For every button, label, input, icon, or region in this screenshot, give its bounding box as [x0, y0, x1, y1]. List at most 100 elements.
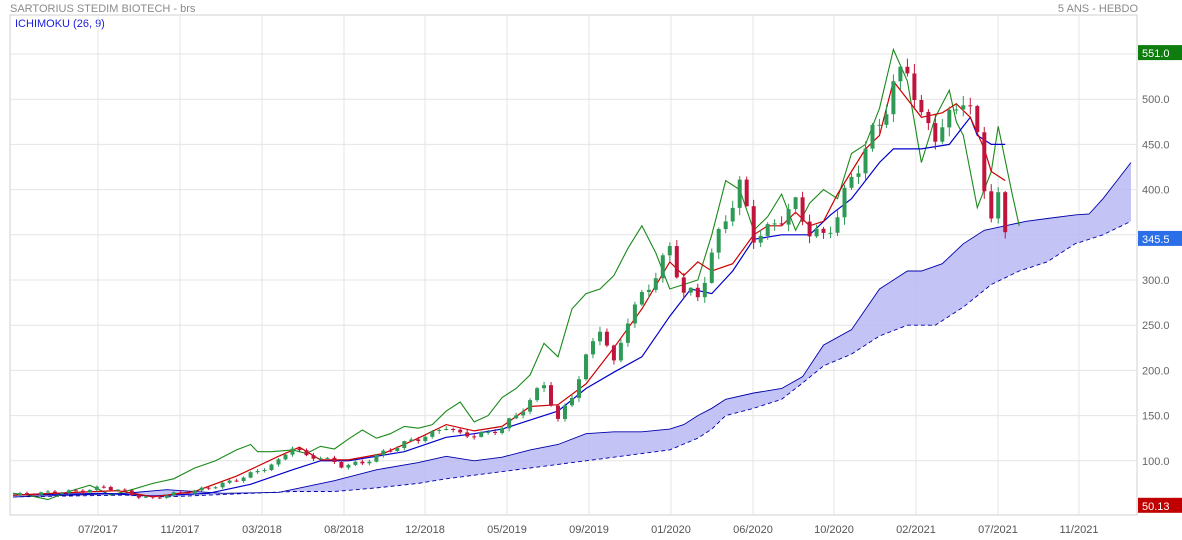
candle-body — [716, 229, 721, 253]
candle-body — [353, 461, 358, 465]
candle-body — [632, 304, 637, 324]
candle-body — [723, 221, 728, 230]
candle-body — [87, 489, 92, 493]
candle-body — [479, 432, 484, 437]
candle-body — [437, 430, 442, 431]
candle-body — [325, 457, 330, 459]
candle-body — [744, 179, 749, 207]
candle-body — [947, 109, 952, 128]
x-tick-label: 11/2017 — [161, 524, 200, 536]
candle-body — [905, 66, 910, 74]
candle-body — [842, 187, 847, 218]
candle-body — [646, 289, 651, 292]
price-tag-last — [1138, 230, 1182, 246]
y-tick-label: 200.0 — [1142, 365, 1170, 377]
x-tick-label: 09/2019 — [569, 524, 609, 536]
candle-body — [199, 487, 204, 491]
candle-body — [18, 493, 22, 496]
price-tag-label: 551.0 — [1142, 48, 1170, 60]
candle-body — [318, 458, 323, 460]
candle-body — [835, 217, 840, 233]
x-tick-label: 10/2020 — [814, 524, 854, 536]
candle-body — [458, 429, 463, 433]
candle-body — [912, 73, 917, 100]
candle-body — [241, 477, 246, 481]
candle-body — [793, 197, 798, 210]
candle-body — [332, 457, 337, 462]
x-tick-label: 06/2020 — [733, 524, 773, 536]
chart-period-label: 5 ANS - HEBDO — [1057, 3, 1138, 15]
candle-body — [751, 206, 756, 243]
candle-body — [45, 491, 50, 493]
candle-body — [444, 429, 449, 430]
candle-body — [206, 487, 211, 489]
candle-body — [996, 192, 1001, 219]
candle-body — [171, 492, 176, 496]
candle-body — [507, 418, 512, 429]
senkou-span-a — [12, 162, 1132, 498]
candle-body — [346, 464, 351, 468]
candle-body — [283, 454, 288, 460]
candle-body — [80, 490, 85, 493]
candle-body — [409, 439, 414, 442]
candle-body — [39, 492, 43, 495]
candle-body — [584, 354, 588, 380]
candle-body — [32, 494, 36, 496]
candle-body — [220, 482, 225, 488]
kijun-line — [12, 116, 1006, 497]
candle-body — [604, 331, 609, 346]
candle-body — [758, 235, 763, 243]
tenkan-sen — [12, 79, 1006, 498]
candle-body — [262, 470, 267, 471]
y-tick-label: 250.0 — [1142, 320, 1170, 332]
candle-body — [59, 492, 64, 494]
candle-body — [772, 223, 777, 225]
candle-body — [870, 124, 875, 149]
candle-body — [157, 497, 162, 499]
candle-body — [653, 278, 658, 290]
candle-body — [360, 461, 365, 464]
candle-body — [528, 400, 533, 412]
candle-body — [961, 105, 966, 110]
candle-body — [514, 415, 519, 419]
candle-body — [402, 441, 407, 448]
candle-body — [493, 431, 498, 433]
candle-body — [807, 221, 812, 237]
candle-body — [940, 127, 945, 142]
y-tick-label: 100.0 — [1142, 456, 1170, 468]
plot-area — [9, 14, 1138, 516]
candle-body — [821, 228, 826, 233]
candle-body — [828, 232, 833, 234]
candle-body — [276, 459, 281, 465]
candle-body — [982, 132, 987, 192]
candle-body — [108, 487, 113, 491]
candle-body — [339, 462, 344, 468]
candle-body — [25, 493, 29, 495]
candle-body — [695, 287, 700, 298]
candle-body — [786, 209, 791, 225]
candle-body — [52, 491, 57, 494]
candle-body — [814, 228, 819, 237]
price-tag-label: 50.13 — [1142, 501, 1170, 513]
candle-body — [311, 455, 316, 459]
candle-body — [709, 252, 714, 283]
ichimoku-cloud — [12, 162, 1132, 498]
candle-body — [563, 405, 567, 419]
candle-body — [451, 429, 456, 430]
chikou-span — [12, 47, 1020, 501]
candle-body — [150, 496, 155, 498]
x-tick-label: 07/2021 — [978, 524, 1018, 536]
x-tick-label: 01/2020 — [651, 524, 691, 536]
candle-body — [227, 480, 232, 483]
candle-body — [143, 496, 148, 498]
candle-body — [136, 495, 141, 498]
x-axis: 07/2017 11/2017 03/2018 08/2018 12/2018 05/20… — [78, 524, 1098, 536]
candle-body — [968, 105, 973, 107]
indicator-label: ICHIMOKU (26, 9) — [15, 18, 105, 30]
candle-body — [730, 207, 735, 222]
candle-body — [255, 470, 260, 473]
candle-body — [178, 492, 183, 494]
candle-body — [737, 179, 742, 208]
x-tick-label: 08/2018 — [324, 524, 364, 536]
